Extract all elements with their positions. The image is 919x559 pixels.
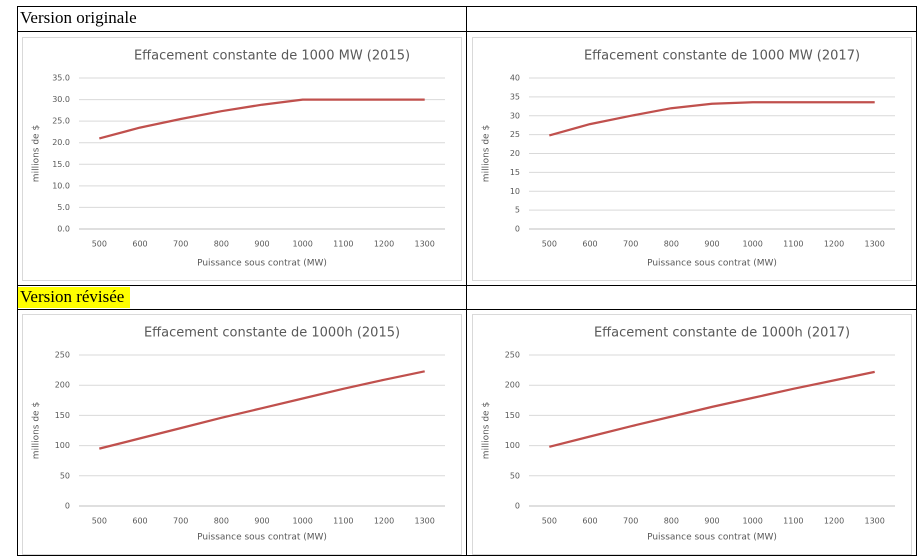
x-tick-label: 1100 [333, 240, 353, 249]
y-axis-label: millions de $ [32, 125, 42, 182]
line [548, 101, 875, 137]
y-tick-label: 250 [505, 351, 520, 360]
x-tick-label: 800 [214, 240, 229, 249]
x-axis-label: Puissance sous contrat (MW) [647, 259, 777, 269]
x-tick-label: 800 [214, 517, 229, 526]
y-tick-label: 150 [55, 411, 70, 420]
x-axis-label: Puissance sous contrat (MW) [647, 533, 777, 543]
y-tick-label: 25 [510, 130, 520, 139]
chart-frame [22, 37, 462, 281]
y-tick-label: 30 [510, 111, 520, 120]
line [99, 98, 425, 140]
chart: Effacement constante de 1000h (2015) mill… [22, 314, 462, 555]
y-tick-label: 30.0 [52, 95, 70, 104]
x-tick-label: 600 [132, 517, 147, 526]
section-label: Version révisée [20, 287, 124, 306]
chart-frame [472, 314, 912, 555]
chart-title: Effacement constante de 1000 MW (2017) [584, 49, 860, 64]
y-tick-label: 5 [515, 206, 520, 215]
y-tick-label: 15.0 [52, 160, 70, 169]
y-tick-label: 35 [510, 92, 520, 101]
x-tick-label: 1200 [374, 240, 394, 249]
chart-title: Effacement constante de 1000 MW (2015) [134, 49, 410, 64]
section-label: Version originale [20, 8, 137, 27]
x-tick-label: 600 [582, 517, 597, 526]
highlight [18, 287, 130, 308]
chart: Effacement constante de 1000h (2017) mill… [472, 314, 912, 555]
x-tick-label: 1100 [783, 240, 803, 249]
charts: Effacement constante de 1000 MW (2015) mi… [22, 37, 912, 555]
x-tick-label: 1200 [824, 240, 844, 249]
y-tick-label: 50 [510, 471, 520, 480]
y-tick-label: 200 [55, 381, 70, 390]
y-axis-label: millions de $ [32, 402, 42, 459]
x-tick-label: 1200 [374, 517, 394, 526]
chart-frame [472, 37, 912, 281]
y-tick-label: 20 [510, 149, 520, 158]
x-tick-label: 500 [542, 517, 557, 526]
x-tick-label: 700 [623, 517, 638, 526]
x-tick-label: 1300 [864, 517, 884, 526]
x-tick-label: 600 [132, 240, 147, 249]
x-tick-label: 900 [254, 240, 269, 249]
x-tick-label: 700 [623, 240, 638, 249]
y-tick-label: 0 [515, 225, 520, 234]
x-tick-label: 1300 [414, 517, 434, 526]
x-tick-label: 1300 [414, 240, 434, 249]
x-tick-label: 500 [542, 240, 557, 249]
x-axis-label: Puissance sous contrat (MW) [197, 259, 327, 269]
x-tick-label: 900 [254, 517, 269, 526]
x-tick-label: 1000 [742, 240, 762, 249]
chart: Effacement constante de 1000 MW (2017) mi… [472, 37, 912, 281]
y-tick-label: 10 [510, 187, 520, 196]
y-tick-label: 15 [510, 168, 520, 177]
y-tick-label: 100 [55, 441, 70, 450]
x-tick-label: 800 [664, 517, 679, 526]
x-tick-label: 800 [664, 240, 679, 249]
y-tick-label: 35.0 [52, 74, 70, 83]
y-tick-label: 250 [55, 351, 70, 360]
x-tick-label: 900 [704, 517, 719, 526]
y-tick-label: 200 [505, 381, 520, 390]
x-tick-label: 1200 [824, 517, 844, 526]
x-tick-label: 700 [173, 240, 188, 249]
x-tick-label: 1000 [742, 517, 762, 526]
table-borders [17, 6, 917, 556]
y-tick-label: 0.0 [57, 225, 70, 234]
x-tick-label: 700 [173, 517, 188, 526]
y-tick-label: 40 [510, 74, 520, 83]
y-tick-label: 10.0 [52, 181, 70, 190]
y-axis-label: millions de $ [482, 402, 492, 459]
x-tick-label: 900 [704, 240, 719, 249]
y-tick-label: 0 [65, 502, 70, 511]
x-tick-label: 1000 [292, 240, 312, 249]
x-tick-label: 1100 [783, 517, 803, 526]
x-tick-label: 600 [582, 240, 597, 249]
chart: Effacement constante de 1000 MW (2015) mi… [22, 37, 462, 281]
chart-title: Effacement constante de 1000h (2015) [144, 326, 400, 341]
y-tick-label: 50 [60, 471, 70, 480]
line [99, 370, 425, 450]
chart-title: Effacement constante de 1000h (2017) [594, 326, 850, 341]
x-tick-label: 1300 [864, 240, 884, 249]
x-axis-label: Puissance sous contrat (MW) [197, 533, 327, 543]
x-tick-label: 500 [92, 240, 107, 249]
y-axis-label: millions de $ [482, 125, 492, 182]
x-tick-label: 1100 [333, 517, 353, 526]
chart-frame [22, 314, 462, 555]
x-tick-label: 1000 [292, 517, 312, 526]
y-tick-label: 100 [505, 441, 520, 450]
line [549, 370, 875, 448]
y-tick-label: 20.0 [52, 138, 70, 147]
y-tick-label: 0 [515, 502, 520, 511]
y-tick-label: 5.0 [57, 203, 70, 212]
y-tick-label: 25.0 [52, 117, 70, 126]
y-tick-label: 150 [505, 411, 520, 420]
x-tick-label: 500 [92, 517, 107, 526]
